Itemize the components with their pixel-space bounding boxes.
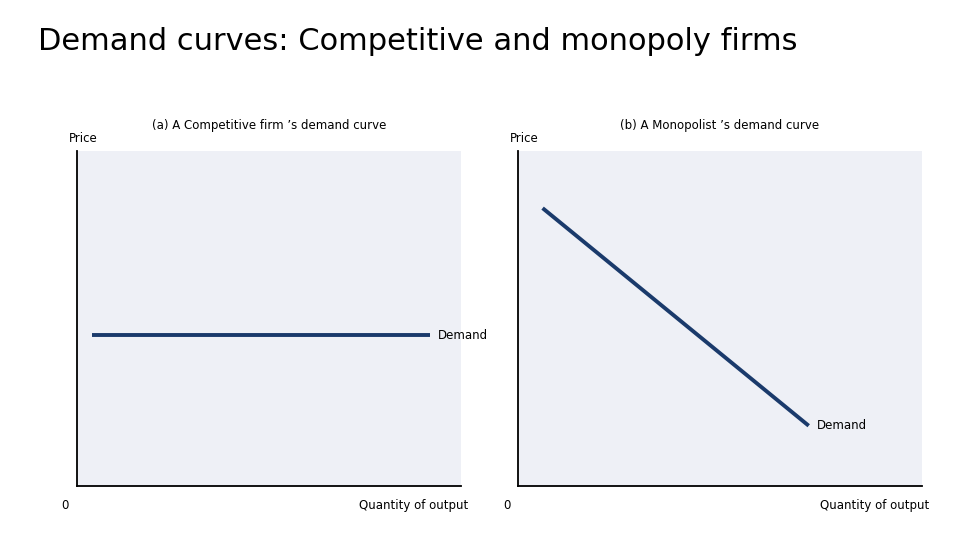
Text: Price: Price — [511, 132, 540, 145]
Text: Quantity of output: Quantity of output — [359, 500, 468, 512]
Text: (b) A Monopolist ’s demand curve: (b) A Monopolist ’s demand curve — [620, 119, 820, 132]
Text: 0: 0 — [503, 500, 511, 512]
Text: Demand: Demand — [817, 419, 867, 432]
Text: Quantity of output: Quantity of output — [821, 500, 929, 512]
Text: Price: Price — [69, 132, 98, 145]
Text: 0: 0 — [61, 500, 69, 512]
Text: Demand curves: Competitive and monopoly firms: Demand curves: Competitive and monopoly … — [38, 27, 798, 56]
Text: (a) A Competitive firm ’s demand curve: (a) A Competitive firm ’s demand curve — [152, 119, 386, 132]
Text: Demand: Demand — [438, 329, 488, 342]
